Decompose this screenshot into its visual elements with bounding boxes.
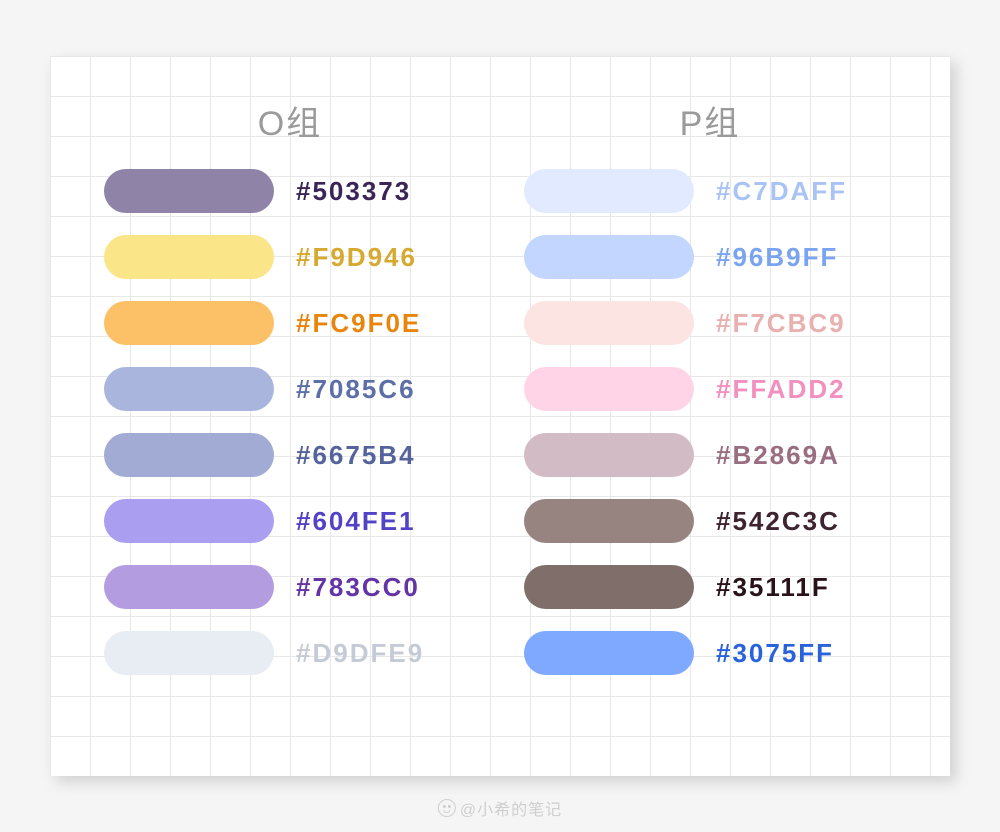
- hex-label: #96B9FF: [716, 242, 838, 273]
- color-pill: [104, 433, 274, 477]
- color-pill: [104, 631, 274, 675]
- color-pill: [104, 565, 274, 609]
- hex-label: #F9D946: [296, 242, 417, 273]
- swatch-row: #604FE1: [80, 499, 500, 543]
- palette-columns: O组 #503373 #F9D946 #FC9F0E #7085C6 #6675…: [80, 96, 920, 746]
- hex-label: #FC9F0E: [296, 308, 421, 339]
- watermark: @小希的笔记: [438, 796, 562, 820]
- group-p-title: P组: [680, 96, 741, 145]
- color-pill: [104, 499, 274, 543]
- hex-label: #604FE1: [296, 506, 416, 537]
- swatch-row: #35111F: [500, 565, 920, 609]
- group-o-title: O组: [258, 96, 322, 145]
- swatch-row: #542C3C: [500, 499, 920, 543]
- hex-label: #7085C6: [296, 374, 416, 405]
- grid-paper: O组 #503373 #F9D946 #FC9F0E #7085C6 #6675…: [50, 56, 950, 776]
- hex-label: #6675B4: [296, 440, 416, 471]
- watermark-text: @小希的笔记: [460, 796, 562, 820]
- swatch-row: #FC9F0E: [80, 301, 500, 345]
- color-pill: [524, 367, 694, 411]
- color-pill: [104, 367, 274, 411]
- color-pill: [524, 433, 694, 477]
- hex-label: #D9DFE9: [296, 638, 424, 669]
- swatch-row: #F9D946: [80, 235, 500, 279]
- hex-label: #542C3C: [716, 506, 840, 537]
- swatch-row: #7085C6: [80, 367, 500, 411]
- hex-label: #F7CBC9: [716, 308, 846, 339]
- color-pill: [524, 301, 694, 345]
- swatch-row: #F7CBC9: [500, 301, 920, 345]
- swatch-row: #96B9FF: [500, 235, 920, 279]
- swatch-row: #783CC0: [80, 565, 500, 609]
- swatch-row: #503373: [80, 169, 500, 213]
- color-pill: [104, 235, 274, 279]
- color-pill: [524, 235, 694, 279]
- swatch-row: #D9DFE9: [80, 631, 500, 675]
- hex-label: #503373: [296, 176, 411, 207]
- hex-label: #C7DAFF: [716, 176, 847, 207]
- color-pill: [524, 565, 694, 609]
- color-pill: [524, 499, 694, 543]
- swatch-row: #C7DAFF: [500, 169, 920, 213]
- group-o-column: O组 #503373 #F9D946 #FC9F0E #7085C6 #6675…: [80, 96, 500, 746]
- swatch-row: #FFADD2: [500, 367, 920, 411]
- hex-label: #3075FF: [716, 638, 834, 669]
- weibo-smiley-icon: [438, 799, 456, 817]
- color-pill: [524, 169, 694, 213]
- hex-label: #FFADD2: [716, 374, 846, 405]
- swatch-row: #B2869A: [500, 433, 920, 477]
- hex-label: #35111F: [716, 572, 830, 603]
- hex-label: #B2869A: [716, 440, 840, 471]
- hex-label: #783CC0: [296, 572, 420, 603]
- color-pill: [104, 169, 274, 213]
- swatch-row: #3075FF: [500, 631, 920, 675]
- swatch-row: #6675B4: [80, 433, 500, 477]
- group-p-column: P组 #C7DAFF #96B9FF #F7CBC9 #FFADD2 #B286…: [500, 96, 920, 746]
- color-pill: [104, 301, 274, 345]
- color-pill: [524, 631, 694, 675]
